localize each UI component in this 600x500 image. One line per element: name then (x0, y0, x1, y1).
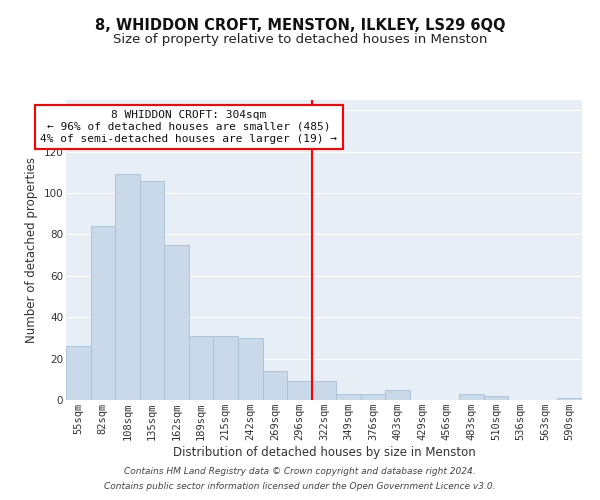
Bar (91, 226, 115, 400)
Bar (140, 180, 164, 400)
Text: Contains public sector information licensed under the Open Government Licence v3: Contains public sector information licen… (104, 482, 496, 491)
Text: 8 WHIDDON CROFT: 304sqm
← 96% of detached houses are smaller (485)
4% of semi-de: 8 WHIDDON CROFT: 304sqm ← 96% of detache… (40, 110, 337, 144)
Bar (164, 245, 189, 400)
Bar (557, 398, 582, 400)
Bar (361, 394, 385, 400)
X-axis label: Distribution of detached houses by size in Menston: Distribution of detached houses by size … (173, 446, 475, 459)
Bar (336, 394, 361, 400)
Bar (214, 336, 238, 400)
Text: Size of property relative to detached houses in Menston: Size of property relative to detached ho… (113, 32, 487, 46)
Text: 8, WHIDDON CROFT, MENSTON, ILKLEY, LS29 6QQ: 8, WHIDDON CROFT, MENSTON, ILKLEY, LS29 … (95, 18, 505, 32)
Bar (115, 174, 140, 400)
Bar (287, 382, 312, 400)
Bar (312, 382, 336, 400)
Bar (385, 390, 410, 400)
Y-axis label: Number of detached properties: Number of detached properties (25, 157, 38, 343)
Bar (263, 371, 287, 400)
Bar (66, 346, 91, 400)
Text: Contains HM Land Registry data © Crown copyright and database right 2024.: Contains HM Land Registry data © Crown c… (124, 467, 476, 476)
Bar (238, 338, 263, 400)
Bar (189, 336, 214, 400)
Bar (459, 394, 484, 400)
Bar (484, 396, 508, 400)
